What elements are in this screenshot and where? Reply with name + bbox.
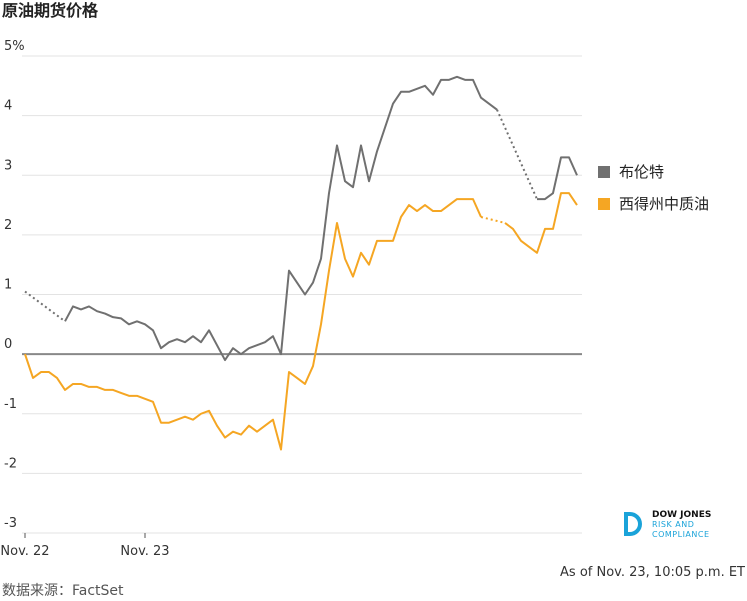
x-tick-label: Nov. 22: [0, 544, 49, 559]
legend-label: 西得州中质油: [619, 195, 709, 213]
series-line: [24, 192, 578, 451]
gap-connector: [496, 109, 538, 200]
y-tick-label: -2: [4, 456, 17, 471]
y-tick-label: -1: [4, 397, 17, 412]
y-tick-label: 4: [4, 99, 12, 114]
note: As of Nov. 23, 10:05 p.m. ET: [560, 565, 745, 580]
x-tick-label: Nov. 23: [120, 544, 169, 559]
series-line: [64, 75, 578, 362]
y-tick-label: -3: [4, 516, 17, 531]
logo-text: DOW JONES: [652, 510, 711, 520]
gap-connector: [24, 290, 66, 323]
legend-swatch: [598, 198, 610, 210]
gap-connector: [480, 216, 506, 224]
logo: DOW JONES RISK AND COMPLIANCE: [624, 510, 711, 539]
y-tick-label: 0: [4, 337, 12, 352]
y-tick-label: 1: [4, 278, 12, 293]
y-tick-label: 2: [4, 218, 12, 233]
legend-swatch: [598, 166, 610, 178]
logo-text: COMPLIANCE: [652, 530, 710, 539]
y-tick-label: 3: [4, 158, 12, 173]
chart-title: 原油期货价格: [2, 1, 99, 20]
y-tick-label: 5%: [4, 39, 25, 54]
logo-text: RISK AND: [652, 520, 694, 529]
logo-mark: [624, 512, 642, 536]
source: 数据来源：FactSet: [2, 583, 124, 599]
legend-label: 布伦特: [619, 163, 664, 181]
